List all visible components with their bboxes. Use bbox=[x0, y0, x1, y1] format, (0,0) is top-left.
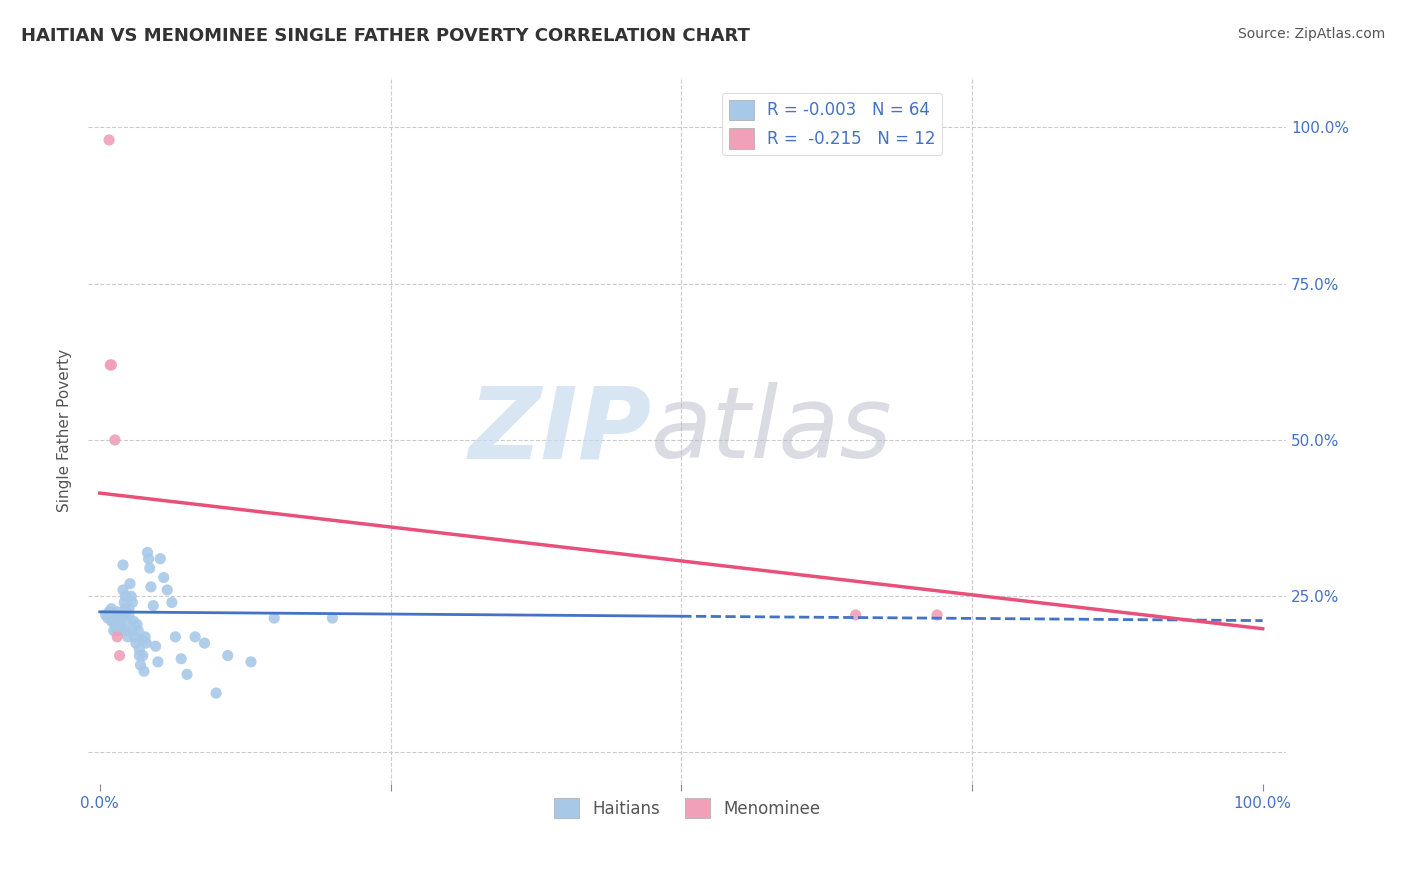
Point bbox=[121, 624, 143, 638]
Point bbox=[115, 624, 138, 638]
Point bbox=[134, 630, 156, 644]
Point bbox=[263, 611, 285, 625]
Point bbox=[100, 601, 122, 615]
Point bbox=[146, 655, 169, 669]
Point bbox=[156, 582, 179, 597]
Point bbox=[165, 630, 187, 644]
Point bbox=[128, 642, 150, 657]
Point bbox=[100, 358, 122, 372]
Point bbox=[98, 133, 121, 147]
Point bbox=[111, 624, 134, 638]
Point bbox=[115, 614, 138, 628]
Point bbox=[125, 636, 148, 650]
Point bbox=[112, 582, 135, 597]
Point bbox=[127, 624, 149, 638]
Point bbox=[105, 624, 128, 638]
Point bbox=[131, 632, 153, 647]
Point bbox=[112, 558, 135, 572]
Point bbox=[105, 605, 128, 619]
Text: Source: ZipAtlas.com: Source: ZipAtlas.com bbox=[1237, 27, 1385, 41]
Point bbox=[132, 664, 155, 678]
Point bbox=[105, 611, 128, 625]
Point bbox=[152, 570, 174, 584]
Point bbox=[108, 648, 131, 663]
Point bbox=[193, 636, 215, 650]
Point bbox=[118, 601, 141, 615]
Point bbox=[100, 614, 122, 628]
Y-axis label: Single Father Poverty: Single Father Poverty bbox=[58, 349, 72, 512]
Point bbox=[925, 607, 948, 622]
Point bbox=[149, 551, 172, 566]
Point bbox=[103, 624, 125, 638]
Point bbox=[122, 614, 145, 628]
Point bbox=[139, 580, 162, 594]
Point bbox=[205, 686, 228, 700]
Point bbox=[110, 611, 132, 625]
Point bbox=[138, 551, 160, 566]
Point bbox=[112, 595, 135, 609]
Point bbox=[136, 545, 159, 559]
Point bbox=[97, 611, 120, 625]
Point bbox=[94, 607, 117, 622]
Point bbox=[108, 614, 131, 628]
Text: ZIP: ZIP bbox=[468, 382, 651, 479]
Point bbox=[117, 630, 139, 644]
Point bbox=[139, 561, 162, 575]
Point bbox=[128, 648, 150, 663]
Point bbox=[121, 595, 143, 609]
Point bbox=[321, 611, 343, 625]
Point bbox=[118, 576, 141, 591]
Point bbox=[142, 599, 165, 613]
Point bbox=[845, 607, 868, 622]
Point bbox=[184, 630, 207, 644]
Point bbox=[98, 358, 121, 372]
Point bbox=[129, 657, 152, 672]
Point bbox=[176, 667, 198, 681]
Point bbox=[120, 589, 142, 603]
Point bbox=[112, 607, 135, 622]
Point bbox=[145, 639, 167, 653]
Point bbox=[110, 620, 132, 634]
Point bbox=[132, 648, 155, 663]
Point bbox=[124, 630, 146, 644]
Point bbox=[239, 655, 262, 669]
Point bbox=[217, 648, 239, 663]
Point bbox=[98, 605, 121, 619]
Point bbox=[104, 433, 127, 447]
Text: atlas: atlas bbox=[651, 382, 893, 479]
Point bbox=[125, 617, 148, 632]
Text: HAITIAN VS MENOMINEE SINGLE FATHER POVERTY CORRELATION CHART: HAITIAN VS MENOMINEE SINGLE FATHER POVER… bbox=[21, 27, 749, 45]
Legend: Haitians, Menominee: Haitians, Menominee bbox=[547, 791, 827, 825]
Point bbox=[114, 601, 136, 615]
Point bbox=[107, 607, 129, 622]
Point bbox=[114, 589, 136, 603]
Point bbox=[105, 630, 128, 644]
Point bbox=[170, 651, 193, 665]
Point bbox=[118, 607, 141, 622]
Point bbox=[104, 617, 127, 632]
Point bbox=[135, 636, 157, 650]
Point bbox=[160, 595, 183, 609]
